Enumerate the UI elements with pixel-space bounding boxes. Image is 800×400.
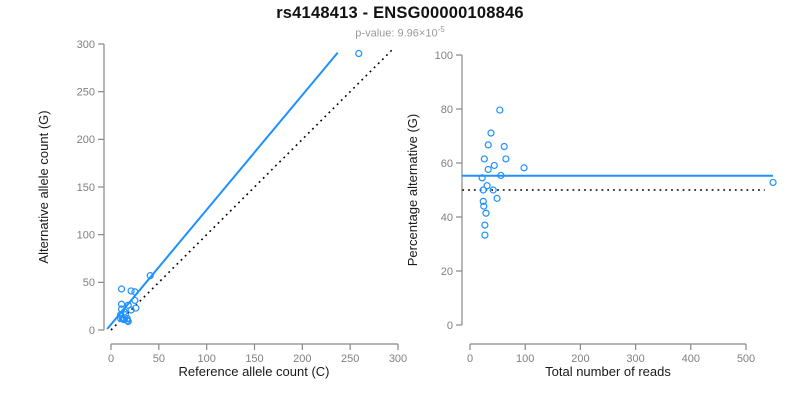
data-point [489, 186, 497, 194]
y-tick-label: 100 [435, 50, 453, 62]
x-tick-label: 300 [626, 353, 644, 365]
x-tick-label: 200 [293, 353, 311, 365]
data-point [117, 300, 126, 308]
plot-subtitle: p-value: 9.96×10-5 [0, 25, 800, 40]
left-x-axis-title: Reference allele count (C) [178, 364, 329, 379]
right-axes: 0 20 40 60 80 100 0 100 200 300 400 500 [435, 50, 756, 365]
x-tick-label: 250 [341, 353, 359, 365]
x-tick-label: 0 [108, 353, 114, 365]
left-axes: 0 50 100 150 200 250 300 0 50 100 150 200 250 300 [77, 39, 408, 365]
x-tick-label: 200 [571, 353, 589, 365]
data-point [496, 106, 504, 114]
data-point [481, 221, 489, 229]
data-point [478, 174, 486, 182]
right-x-axis-title: Total number of reads [545, 364, 671, 379]
data-point [146, 272, 154, 280]
left-panel: 0 50 100 150 200 250 300 0 50 100 150 200 250 300 Alt… [36, 39, 407, 379]
data-point [769, 178, 777, 187]
right-points [478, 106, 777, 239]
data-point [493, 194, 501, 202]
y-tick-label: 50 [83, 277, 95, 289]
data-point [484, 165, 492, 174]
left-lines [106, 48, 394, 331]
pvalue-exponent: -5 [437, 25, 445, 34]
identity-line [110, 48, 394, 331]
data-point [480, 202, 488, 210]
data-point [479, 186, 487, 194]
y-tick-label: 60 [441, 158, 453, 170]
data-point [131, 296, 139, 305]
y-tick-label: 250 [77, 87, 95, 99]
pvalue-text: p-value: 9.96×10 [355, 27, 438, 40]
right-y-axis-title: Percentage alternative (G) [405, 114, 420, 266]
data-point [124, 317, 132, 326]
y-tick-label: 0 [89, 325, 95, 337]
y-tick-label: 100 [77, 230, 95, 242]
data-point [479, 197, 487, 205]
right-lines [462, 174, 774, 191]
data-point [484, 141, 492, 149]
data-point [127, 287, 135, 295]
y-tick-label: 40 [441, 212, 453, 224]
data-point [497, 171, 505, 180]
y-tick-label: 200 [77, 134, 95, 146]
y-tick-label: 150 [77, 182, 95, 194]
data-point [483, 182, 491, 190]
x-tick-label: 100 [197, 353, 215, 365]
data-point [490, 161, 498, 170]
data-point [487, 129, 495, 137]
y-tick-label: 80 [441, 104, 453, 116]
left-points [116, 49, 363, 326]
data-point [480, 155, 488, 163]
x-tick-label: 300 [389, 353, 407, 365]
left-y-axis-title: Alternative allele count (G) [36, 110, 51, 263]
x-tick-label: 50 [153, 353, 165, 365]
data-point [502, 155, 510, 163]
x-tick-label: 0 [467, 353, 473, 365]
data-point [481, 231, 489, 239]
data-point [132, 304, 140, 312]
y-tick-label: 20 [441, 266, 453, 278]
right-panel: 0 20 40 60 80 100 0 100 200 300 400 500 Percentage … [405, 50, 777, 379]
x-tick-label: 150 [245, 353, 263, 365]
data-point [355, 49, 363, 58]
y-tick-label: 0 [447, 320, 453, 332]
data-point [117, 285, 126, 293]
data-point [520, 164, 528, 172]
plot-title: rs4148413 - ENSG00000108846 [276, 4, 524, 22]
x-tick-label: 100 [516, 353, 534, 365]
data-point [500, 142, 508, 151]
fit-line [106, 51, 339, 330]
y-tick-label: 300 [77, 39, 95, 51]
x-tick-label: 400 [682, 353, 700, 365]
x-tick-label: 500 [737, 353, 755, 365]
data-point [123, 316, 131, 325]
data-point [482, 209, 490, 217]
data-point [131, 288, 139, 296]
